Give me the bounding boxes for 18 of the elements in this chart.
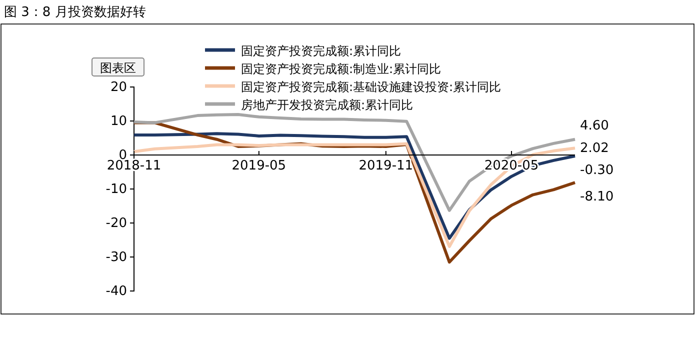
x-tick-label: 2019-05	[232, 158, 286, 174]
data-label: 4.60	[580, 118, 609, 134]
y-tick-label: -40	[106, 284, 127, 300]
legend-label: 固定资产投资完成额:基础设施建设投资:累计同比	[241, 80, 502, 94]
legend-label: 固定资产投资完成额:制造业:累计同比	[241, 62, 442, 76]
data-label: -8.10	[580, 190, 614, 205]
text: 图表区	[100, 61, 136, 75]
y-tick-label: 20	[110, 80, 127, 96]
x-tick-label: 2019-11	[358, 158, 414, 174]
legend-label: 房地产开发投资完成额:累计同比	[241, 98, 414, 112]
y-tick-label: 10	[110, 114, 127, 130]
y-tick-label: -30	[106, 250, 127, 266]
chart-title: 图 3：8 月投资数据好转	[4, 5, 146, 20]
y-tick-label: -10	[106, 182, 127, 198]
data-label: 2.02	[580, 141, 609, 156]
data-label: -0.30	[580, 163, 614, 178]
y-tick-label: -20	[106, 216, 127, 232]
legend-label: 固定资产投资完成额:累计同比	[241, 44, 402, 58]
